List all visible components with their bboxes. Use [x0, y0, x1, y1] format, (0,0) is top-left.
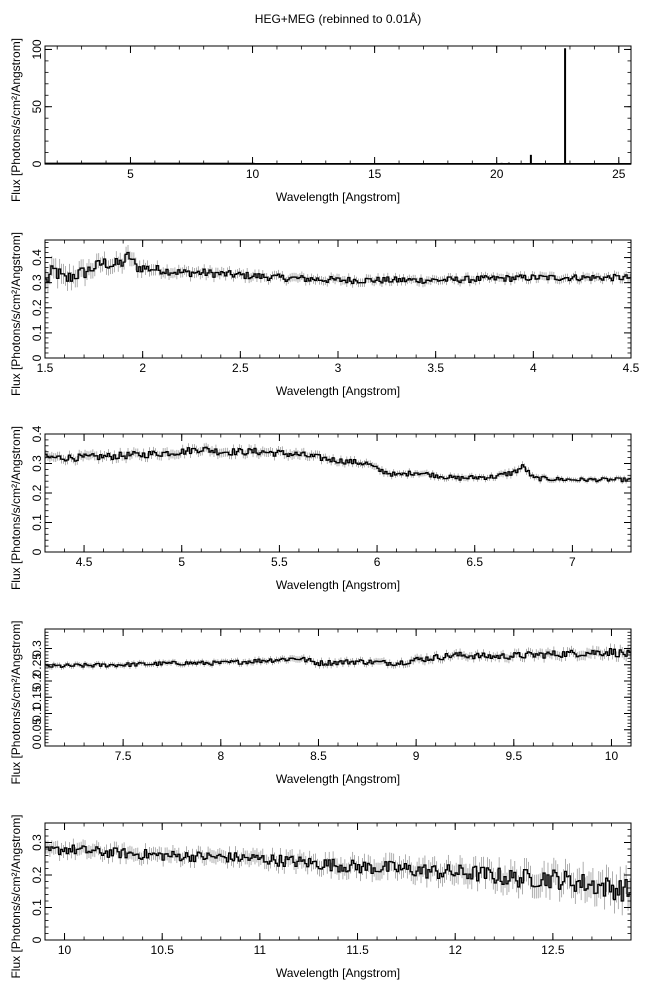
y-axis-label: Flux [Photons/s/cm²/Angstrom]	[9, 814, 23, 978]
x-tick-label: 2	[139, 361, 146, 375]
x-tick-label: 8.5	[310, 749, 327, 763]
y-tick-label: 0	[30, 160, 44, 167]
y-tick-label: 50	[30, 100, 44, 114]
x-tick-label: 20	[490, 167, 504, 181]
ticks: 1.5 2 2.5 3 3.5 4 4.5 0 0.1 0.2 0.3 0.4	[30, 240, 640, 375]
y-tick-label: 0.2	[30, 672, 44, 689]
y-axis-label: Flux [Photons/s/cm²/Angstrom]	[9, 620, 23, 784]
y-axis-label: Flux [Photons/s/cm²/Angstrom]	[9, 38, 23, 202]
x-tick-label: 10	[58, 943, 72, 957]
y-tick-label: 0.3	[30, 455, 44, 472]
y-tick-label: 0.25	[30, 653, 44, 677]
y-tick-label: 0	[30, 548, 44, 555]
x-tick-label: 3.5	[427, 361, 444, 375]
ticks: 4.5 5 5.5 6 6.5 7 0 0.1 0.2 0.3 0.4	[30, 425, 632, 569]
plot-frame	[44, 628, 632, 747]
figure-title: HEG+MEG (rebinned to 0.01Å)	[255, 11, 421, 26]
spectrum-line	[45, 647, 631, 668]
x-axis-label: Wavelength [Angstrom]	[276, 384, 400, 398]
y-tick-label: 0.1	[30, 899, 44, 916]
y-tick-label: 0.4	[30, 425, 44, 442]
x-tick-label: 3	[335, 361, 342, 375]
spectrum-line	[45, 844, 631, 902]
x-tick-label: 8	[217, 749, 224, 763]
plot-frame	[44, 822, 632, 941]
y-tick-label: 0	[30, 936, 44, 943]
data-series	[45, 643, 631, 670]
y-tick-label: 0.3	[30, 834, 44, 851]
y-tick-label: 0	[30, 742, 44, 749]
spectrum-line	[45, 446, 631, 483]
x-tick-label: 10	[605, 749, 619, 763]
x-tick-label: 12.5	[541, 943, 565, 957]
x-tick-label: 12	[449, 943, 463, 957]
x-tick-label: 25	[612, 167, 626, 181]
x-axis-label: Wavelength [Angstrom]	[276, 772, 400, 786]
y-tick-label: 0.2	[30, 484, 44, 501]
y-tick-label: 0.1	[30, 324, 44, 341]
x-tick-label: 2.5	[232, 361, 249, 375]
y-tick-label: 0	[30, 354, 44, 361]
y-axis-label: Flux [Photons/s/cm²/Angstrom]	[9, 426, 23, 590]
x-tick-label: 15	[368, 167, 382, 181]
y-tick-label: 0.1	[30, 705, 44, 722]
y-axis-label: Flux [Photons/s/cm²/Angstrom]	[9, 232, 23, 396]
x-tick-label: 9.5	[505, 749, 522, 763]
spectrum-line	[45, 251, 631, 285]
x-tick-label: 4	[530, 361, 537, 375]
y-tick-label: 0.05	[30, 718, 44, 742]
ticks: 5 10 15 20 25 0 50 100	[30, 39, 631, 181]
ticks: 10 10.5 11 11.5 12 12.5 0 0.1 0.2 0.3	[30, 822, 632, 957]
chart-panel-1: 5 10 15 20 25 0 50 100 Wavelength [Angstrom] Flux…	[9, 38, 632, 204]
x-tick-label: 5	[127, 167, 134, 181]
x-axis-label: Wavelength [Angstrom]	[276, 578, 400, 592]
y-tick-label: 0.1	[30, 514, 44, 531]
data-series	[45, 442, 631, 484]
x-axis-label: Wavelength [Angstrom]	[276, 966, 400, 980]
x-tick-label: 10.5	[151, 943, 175, 957]
data-series	[45, 838, 631, 916]
y-tick-label: 100	[30, 39, 44, 59]
x-tick-label: 11.5	[346, 943, 369, 957]
x-tick-label: 5	[178, 555, 185, 569]
y-tick-label: 0.3	[30, 640, 44, 657]
x-tick-label: 7	[569, 555, 576, 569]
x-tick-label: 7.5	[115, 749, 132, 763]
y-tick-label: 0.3	[30, 274, 44, 291]
x-tick-label: 1.5	[37, 361, 54, 375]
x-tick-label: 10	[246, 167, 260, 181]
x-axis-label: Wavelength [Angstrom]	[276, 190, 400, 204]
plot-frame	[44, 239, 632, 359]
ticks: 7.5 8 8.5 9 9.5 10 00.050.10.150.20.250.3	[30, 628, 632, 763]
x-tick-label: 4.5	[76, 555, 93, 569]
data-series	[44, 48, 632, 165]
plot-frame	[44, 45, 632, 165]
x-tick-label: 6	[374, 555, 381, 569]
x-tick-label: 5.5	[271, 555, 288, 569]
data-series	[45, 244, 631, 293]
y-tick-label: 0.15	[30, 685, 44, 709]
chart-panel-3: 4.5 5 5.5 6 6.5 7 0 0.1 0.2 0.3 0.4 Wavelength [Ang…	[9, 425, 632, 592]
x-tick-label: 4.5	[623, 361, 640, 375]
y-tick-label: 0.2	[30, 866, 44, 883]
x-tick-label: 6.5	[466, 555, 483, 569]
chart-panel-2: 1.5 2 2.5 3 3.5 4 4.5 0 0.1 0.2 0.3 0.4 Wavelength […	[9, 232, 640, 398]
chart-panel-4: 7.5 8 8.5 9 9.5 10 00.050.10.150.20.250.3 Wavel…	[9, 620, 632, 786]
x-tick-label: 9	[413, 749, 420, 763]
y-tick-label: 0.4	[30, 249, 44, 266]
y-tick-label: 0.2	[30, 299, 44, 316]
chart-panel-5: 10 10.5 11 11.5 12 12.5 0 0.1 0.2 0.3 Wavelength […	[9, 814, 632, 980]
x-tick-label: 11	[254, 943, 267, 957]
